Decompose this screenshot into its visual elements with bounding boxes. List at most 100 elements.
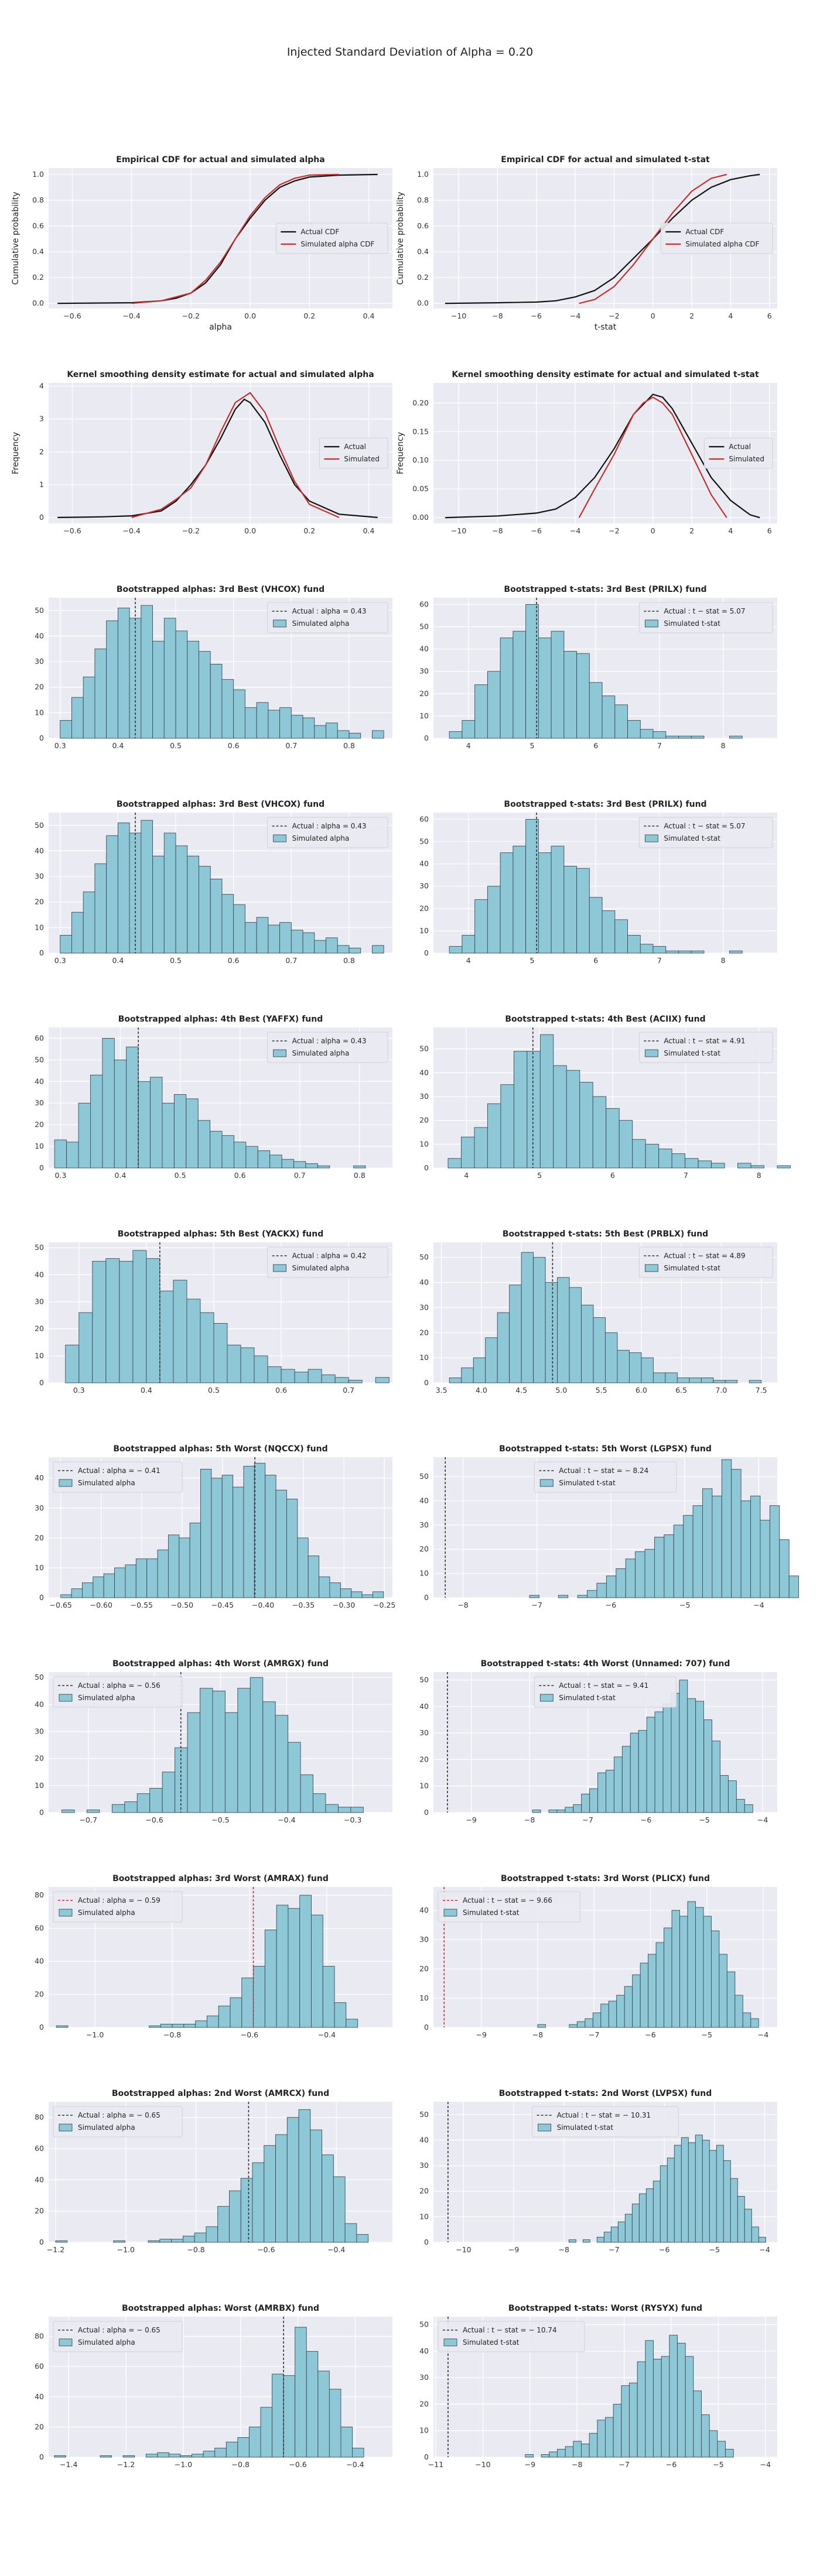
histogram-bar bbox=[645, 2188, 654, 2243]
y-axis-label: Cumulative probability bbox=[396, 191, 405, 285]
legend-label: Actual : t − stat = − 10.74 bbox=[463, 2326, 557, 2334]
x-tick-label: 0.6 bbox=[234, 1171, 246, 1180]
chart-20: −10 −9 −8 −7 −6 −5 −4 0 10 20 30 40 50 Bootstrapped t… bbox=[419, 2089, 777, 2254]
legend: Actual : t − stat = 5.07 Simulated t-stat bbox=[638, 602, 773, 633]
x-tick-label: −0.25 bbox=[373, 1601, 395, 1609]
y-tick-label: 50 bbox=[419, 2110, 429, 2119]
legend-patch-swatch bbox=[539, 1479, 554, 1487]
histogram-bar bbox=[614, 704, 628, 739]
x-tick-label: 7.5 bbox=[756, 1386, 767, 1395]
y-tick-label: 0 bbox=[39, 2023, 44, 2032]
y-tick-label: 20 bbox=[35, 1754, 44, 1763]
histogram-bar bbox=[348, 947, 361, 954]
histogram-bar bbox=[233, 1486, 244, 1598]
histogram-bar bbox=[340, 1588, 352, 1598]
histogram-bar bbox=[576, 2021, 586, 2028]
histogram-bar bbox=[721, 1459, 732, 1598]
x-tick-label: −8 bbox=[492, 526, 503, 535]
x-tick-label: −2 bbox=[609, 311, 619, 320]
x-tick-label: −8 bbox=[532, 2030, 543, 2039]
chart-title: Bootstrapped alphas: Worst (AMRBX) fund bbox=[122, 2304, 319, 2313]
x-tick-label: 0.2 bbox=[303, 526, 315, 535]
histogram-bar bbox=[214, 2448, 227, 2458]
x-tick-label: −8 bbox=[559, 2245, 569, 2254]
histogram-bar bbox=[581, 1304, 594, 1383]
x-tick-label: 0.0 bbox=[244, 526, 256, 535]
histogram-bar bbox=[734, 1995, 743, 2028]
histogram-bar bbox=[703, 1719, 713, 1813]
y-tick-label: 0.8 bbox=[32, 196, 44, 204]
histogram-bar bbox=[111, 1804, 125, 1813]
y-tick-label: 30 bbox=[419, 2161, 429, 2170]
histogram-bar bbox=[106, 620, 118, 739]
histogram-bar bbox=[679, 1680, 688, 1813]
histogram-bar bbox=[573, 2441, 582, 2458]
legend-box bbox=[638, 817, 773, 848]
x-tick-label: 6 bbox=[610, 1171, 615, 1180]
x-tick-label: 0.7 bbox=[285, 741, 297, 750]
histogram-bar bbox=[308, 1369, 322, 1383]
x-tick-label: −6 bbox=[606, 1601, 616, 1609]
histogram-bar bbox=[152, 855, 165, 954]
histogram-bar bbox=[777, 1165, 791, 1169]
histogram-bar bbox=[573, 1804, 582, 1813]
x-tick-label: 0.8 bbox=[354, 1171, 365, 1180]
y-tick-label: 0.0 bbox=[417, 299, 429, 307]
chart-22: −11 −10 −9 −8 −7 −6 −5 −4 0 10 20 30 40 50 Bootstrappe… bbox=[419, 2304, 777, 2469]
series-line-2 bbox=[131, 392, 340, 518]
chart-19: −1.2 −1.0 −0.8 −0.6 −0.4 0 20 40 60 80 Bootstrappe… bbox=[35, 2089, 392, 2254]
legend-box bbox=[53, 1461, 183, 1493]
y-tick-label: 10 bbox=[35, 1563, 44, 1572]
histogram-bar bbox=[163, 833, 176, 954]
legend-label: Actual : alpha = − 0.56 bbox=[78, 1681, 160, 1690]
y-tick-label: 50 bbox=[35, 1055, 44, 1064]
y-tick-label: 30 bbox=[419, 1303, 429, 1311]
x-tick-label: −5 bbox=[709, 2245, 720, 2254]
histogram-bar bbox=[769, 1505, 780, 1598]
y-tick-label: 0 bbox=[39, 513, 44, 522]
histogram-bar bbox=[348, 732, 361, 739]
legend-patch-swatch bbox=[59, 2123, 73, 2132]
legend: Actual CDF Simulated alpha CDF bbox=[275, 222, 388, 254]
histogram-bar bbox=[159, 2239, 172, 2243]
x-tick-label: −0.4 bbox=[123, 526, 141, 535]
histogram-bar bbox=[641, 1357, 654, 1383]
histogram-bar bbox=[627, 935, 641, 954]
histogram-bar bbox=[608, 2000, 617, 2028]
legend-label: Actual : alpha = 0.43 bbox=[292, 607, 367, 615]
y-axis-label: Frequency bbox=[396, 432, 405, 474]
histogram-bar bbox=[322, 2154, 334, 2243]
legend-box bbox=[532, 2106, 679, 2137]
histogram-bar bbox=[669, 2335, 678, 2458]
histogram-bar bbox=[268, 924, 281, 954]
y-tick-label: 10 bbox=[419, 2212, 429, 2221]
histogram-bar bbox=[321, 1374, 336, 1383]
histogram-bar bbox=[186, 1299, 201, 1383]
histogram-bar bbox=[233, 689, 245, 739]
histogram-bar bbox=[695, 2135, 703, 2243]
chart-title: Bootstrapped alphas: 2nd Worst (AMRCX) f… bbox=[112, 2089, 329, 2098]
chart-13: −0.65 −0.60 −0.55 −0.50 −0.45 −0.40 −0.35 −0.30… bbox=[35, 1444, 395, 1609]
histogram-bar bbox=[664, 1927, 672, 2028]
y-tick-label: 10 bbox=[419, 711, 429, 720]
chart-title: Bootstrapped t-stats: Worst (RYSYX) fund bbox=[508, 2304, 702, 2313]
y-tick-label: 50 bbox=[419, 1044, 429, 1053]
histogram-bar bbox=[279, 922, 292, 954]
histogram-bar bbox=[665, 1372, 678, 1383]
histogram-bar bbox=[644, 1549, 655, 1598]
histogram-bar bbox=[640, 944, 654, 954]
histogram-bar bbox=[677, 2342, 686, 2458]
y-tick-label: 4 bbox=[39, 382, 44, 390]
histogram-bar bbox=[565, 2446, 574, 2458]
x-tick-label: 0.7 bbox=[285, 956, 297, 965]
y-tick-label: 60 bbox=[35, 1033, 44, 1042]
y-tick-label: 0 bbox=[424, 1163, 429, 1172]
histogram-bar bbox=[513, 1051, 528, 1169]
legend-box bbox=[319, 437, 388, 469]
x-tick-label: −0.5 bbox=[211, 1815, 229, 1824]
y-tick-label: 0 bbox=[39, 948, 44, 957]
legend-label: Simulated t-stat bbox=[557, 2123, 614, 2132]
histogram-bar bbox=[703, 1916, 712, 2028]
histogram-bar bbox=[681, 2137, 689, 2243]
y-tick-label: 0 bbox=[39, 2238, 44, 2246]
